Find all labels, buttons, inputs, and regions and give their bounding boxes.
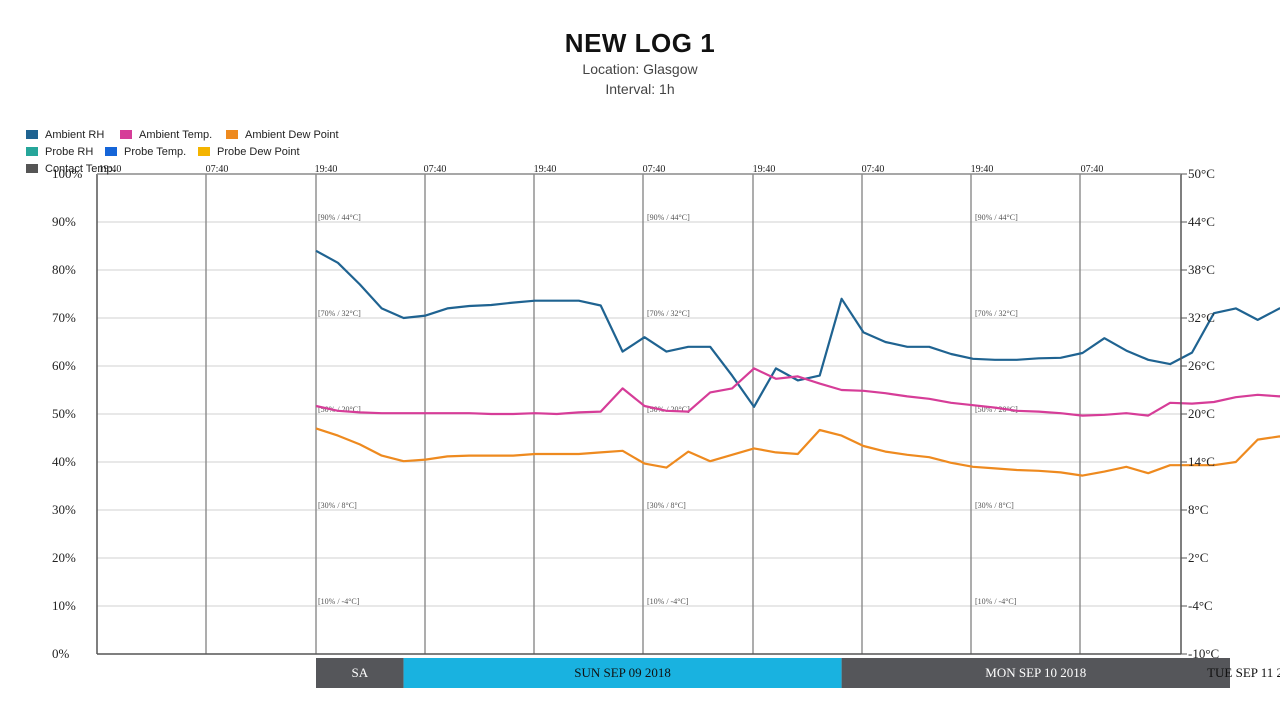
right-tick-label: 8°C <box>1188 502 1208 517</box>
right-tick-label: 2°C <box>1188 550 1208 565</box>
reference-label: [50% / 20°C] <box>975 405 1018 414</box>
day-band <box>316 658 404 688</box>
reference-label: [10% / -4°C] <box>647 597 689 606</box>
time-tick-label: 07:40 <box>206 164 229 175</box>
right-tick-label: -4°C <box>1188 598 1213 613</box>
day-bar: SA SUN SEP 09 2018 MON SEP 10 2018 TUE SEP … <box>316 658 1280 688</box>
right-tick-label: 20°C <box>1188 406 1215 421</box>
legend-item-ambient-dew-point[interactable]: Ambient Dew Point <box>226 129 339 141</box>
time-tick-label: 19:40 <box>534 164 557 175</box>
day-band <box>841 658 1230 688</box>
right-tick-label: 14°C <box>1188 454 1215 469</box>
reference-label: [70% / 32°C] <box>318 309 361 318</box>
reference-label: [70% / 32°C] <box>647 309 690 318</box>
legend-item-ambient-rh[interactable]: Ambient RH <box>26 129 104 141</box>
day-label: SA <box>351 665 368 680</box>
legend-item-contact-temp[interactable]: Contact Temp. <box>26 163 116 175</box>
legend-label: Probe Temp. <box>124 146 187 158</box>
left-tick-label: 50% <box>52 406 76 421</box>
time-tick-label: 07:40 <box>862 164 885 175</box>
left-tick-label: 90% <box>52 214 76 229</box>
legend-item-probe-temp[interactable]: Probe Temp. <box>105 146 186 158</box>
time-tick-label: 07:40 <box>1081 164 1104 175</box>
axes <box>96 173 1187 655</box>
tick-labels: 19:40 07:40 19:40 07:40 19:40 07:40 19:40 07:40… <box>52 164 1219 661</box>
reference-label: [50% / 20°C] <box>318 405 361 414</box>
left-tick-label: 40% <box>52 454 76 469</box>
chart-interval: Interval: 1h <box>605 81 675 97</box>
left-tick-label: 70% <box>52 310 76 325</box>
reference-label: [90% / 44°C] <box>318 213 361 222</box>
left-tick-label: 60% <box>52 358 76 373</box>
grid-lines <box>97 173 1181 654</box>
reference-label: [10% / -4°C] <box>975 597 1017 606</box>
day-label: MON SEP 10 2018 <box>985 665 1086 680</box>
legend-label: Ambient Temp. <box>139 129 213 141</box>
reference-label: [90% / 44°C] <box>647 213 690 222</box>
legend-label: Probe RH <box>45 146 94 158</box>
legend-swatch <box>120 130 132 139</box>
day-label: SUN SEP 09 2018 <box>574 665 671 680</box>
right-tick-label: 44°C <box>1188 214 1215 229</box>
legend-swatch <box>26 147 38 156</box>
right-tick-label: 38°C <box>1188 262 1215 277</box>
reference-label: [90% / 44°C] <box>975 213 1018 222</box>
reference-label: [70% / 32°C] <box>975 309 1018 318</box>
series-lines <box>315 249 1280 477</box>
left-tick-label: 20% <box>52 550 76 565</box>
legend-swatch <box>26 130 38 139</box>
legend-label: Ambient RH <box>45 129 105 141</box>
legend-label: Ambient Dew Point <box>245 129 339 141</box>
left-tick-label: 100% <box>52 166 83 181</box>
day-band <box>403 658 842 688</box>
legend-item-probe-dew-point[interactable]: Probe Dew Point <box>198 146 300 158</box>
legend-label: Probe Dew Point <box>217 146 300 158</box>
time-tick-label: 19:40 <box>99 164 122 175</box>
legend-label: Contact Temp. <box>45 163 116 175</box>
chart-title: NEW LOG 1 <box>564 28 716 58</box>
series-line-ambient-rh <box>315 249 1280 408</box>
legend-swatch <box>226 130 238 139</box>
left-tick-label: 10% <box>52 598 76 613</box>
right-tick-label: 32°C <box>1188 310 1215 325</box>
legend-item-ambient-temp[interactable]: Ambient Temp. <box>120 129 212 141</box>
series-line-ambient-dew-point <box>315 427 1280 477</box>
right-tick-label: -10°C <box>1188 646 1219 661</box>
day-label: TUE SEP 11 2018 <box>1207 665 1280 680</box>
time-tick-label: 19:40 <box>753 164 776 175</box>
legend-swatch <box>105 147 117 156</box>
chart-location: Location: Glasgow <box>582 61 698 77</box>
series-line-ambient-temp <box>315 367 1280 417</box>
right-tick-label: 50°C <box>1188 166 1215 181</box>
time-tick-label: 19:40 <box>971 164 994 175</box>
left-tick-label: 0% <box>52 646 70 661</box>
time-tick-label: 07:40 <box>643 164 666 175</box>
left-tick-label: 80% <box>52 262 76 277</box>
reference-label: [30% / 8°C] <box>647 501 686 510</box>
reference-label: [10% / -4°C] <box>318 597 360 606</box>
reference-label: [30% / 8°C] <box>318 501 357 510</box>
reference-label: [50% / 20°C] <box>647 405 690 414</box>
legend-item-probe-rh[interactable]: Probe RH <box>26 146 93 158</box>
legend-swatch <box>198 147 210 156</box>
legend-swatch <box>26 164 38 173</box>
left-tick-label: 30% <box>52 502 76 517</box>
reference-label: [30% / 8°C] <box>975 501 1014 510</box>
time-tick-label: 19:40 <box>315 164 338 175</box>
right-tick-label: 26°C <box>1188 358 1215 373</box>
reference-labels: [90% / 44°C] [70% / 32°C] [50% / 20°C] [30%… <box>318 213 1018 606</box>
time-tick-label: 07:40 <box>424 164 447 175</box>
